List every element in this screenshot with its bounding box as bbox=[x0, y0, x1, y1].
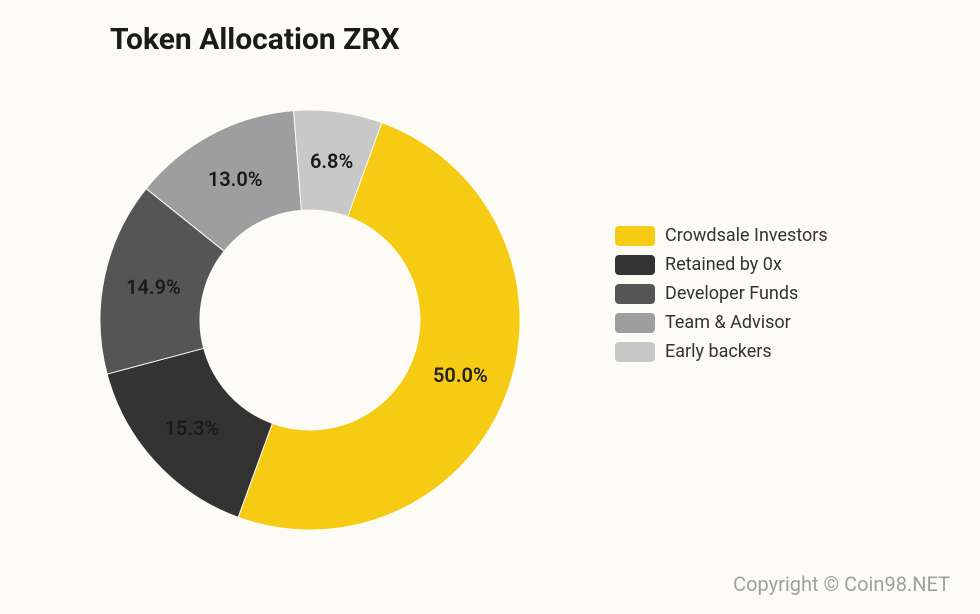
legend-label: Crowdsale Investors bbox=[665, 225, 828, 246]
legend-item: Crowdsale Investors bbox=[615, 225, 828, 246]
slice-percent-label: 6.8% bbox=[310, 149, 353, 173]
legend-swatch bbox=[615, 342, 655, 362]
legend-item: Team & Advisor bbox=[615, 312, 828, 333]
legend-item: Retained by 0x bbox=[615, 254, 828, 275]
legend-item: Developer Funds bbox=[615, 283, 828, 304]
copyright-text: Copyright © Coin98.NET bbox=[733, 572, 950, 596]
legend-label: Retained by 0x bbox=[665, 254, 782, 275]
slice-percent-label: 15.3% bbox=[165, 416, 220, 440]
legend: Crowdsale Investors Retained by 0x Develop… bbox=[615, 225, 828, 370]
legend-swatch bbox=[615, 284, 655, 304]
slice-percent-label: 14.9% bbox=[126, 275, 181, 299]
legend-item: Early backers bbox=[615, 341, 828, 362]
slice-percent-label: 13.0% bbox=[208, 167, 263, 191]
legend-label: Team & Advisor bbox=[665, 312, 791, 333]
legend-label: Developer Funds bbox=[665, 283, 798, 304]
legend-label: Early backers bbox=[665, 341, 772, 362]
donut-hole bbox=[201, 211, 420, 430]
legend-swatch bbox=[615, 226, 655, 246]
legend-swatch bbox=[615, 255, 655, 275]
slice-percent-label: 50.0% bbox=[433, 363, 488, 387]
donut-chart: 50.0% 15.3% 14.9% 13.0% 6.8% bbox=[80, 90, 540, 550]
chart-title: Token Allocation ZRX bbox=[110, 22, 400, 57]
legend-swatch bbox=[615, 313, 655, 333]
